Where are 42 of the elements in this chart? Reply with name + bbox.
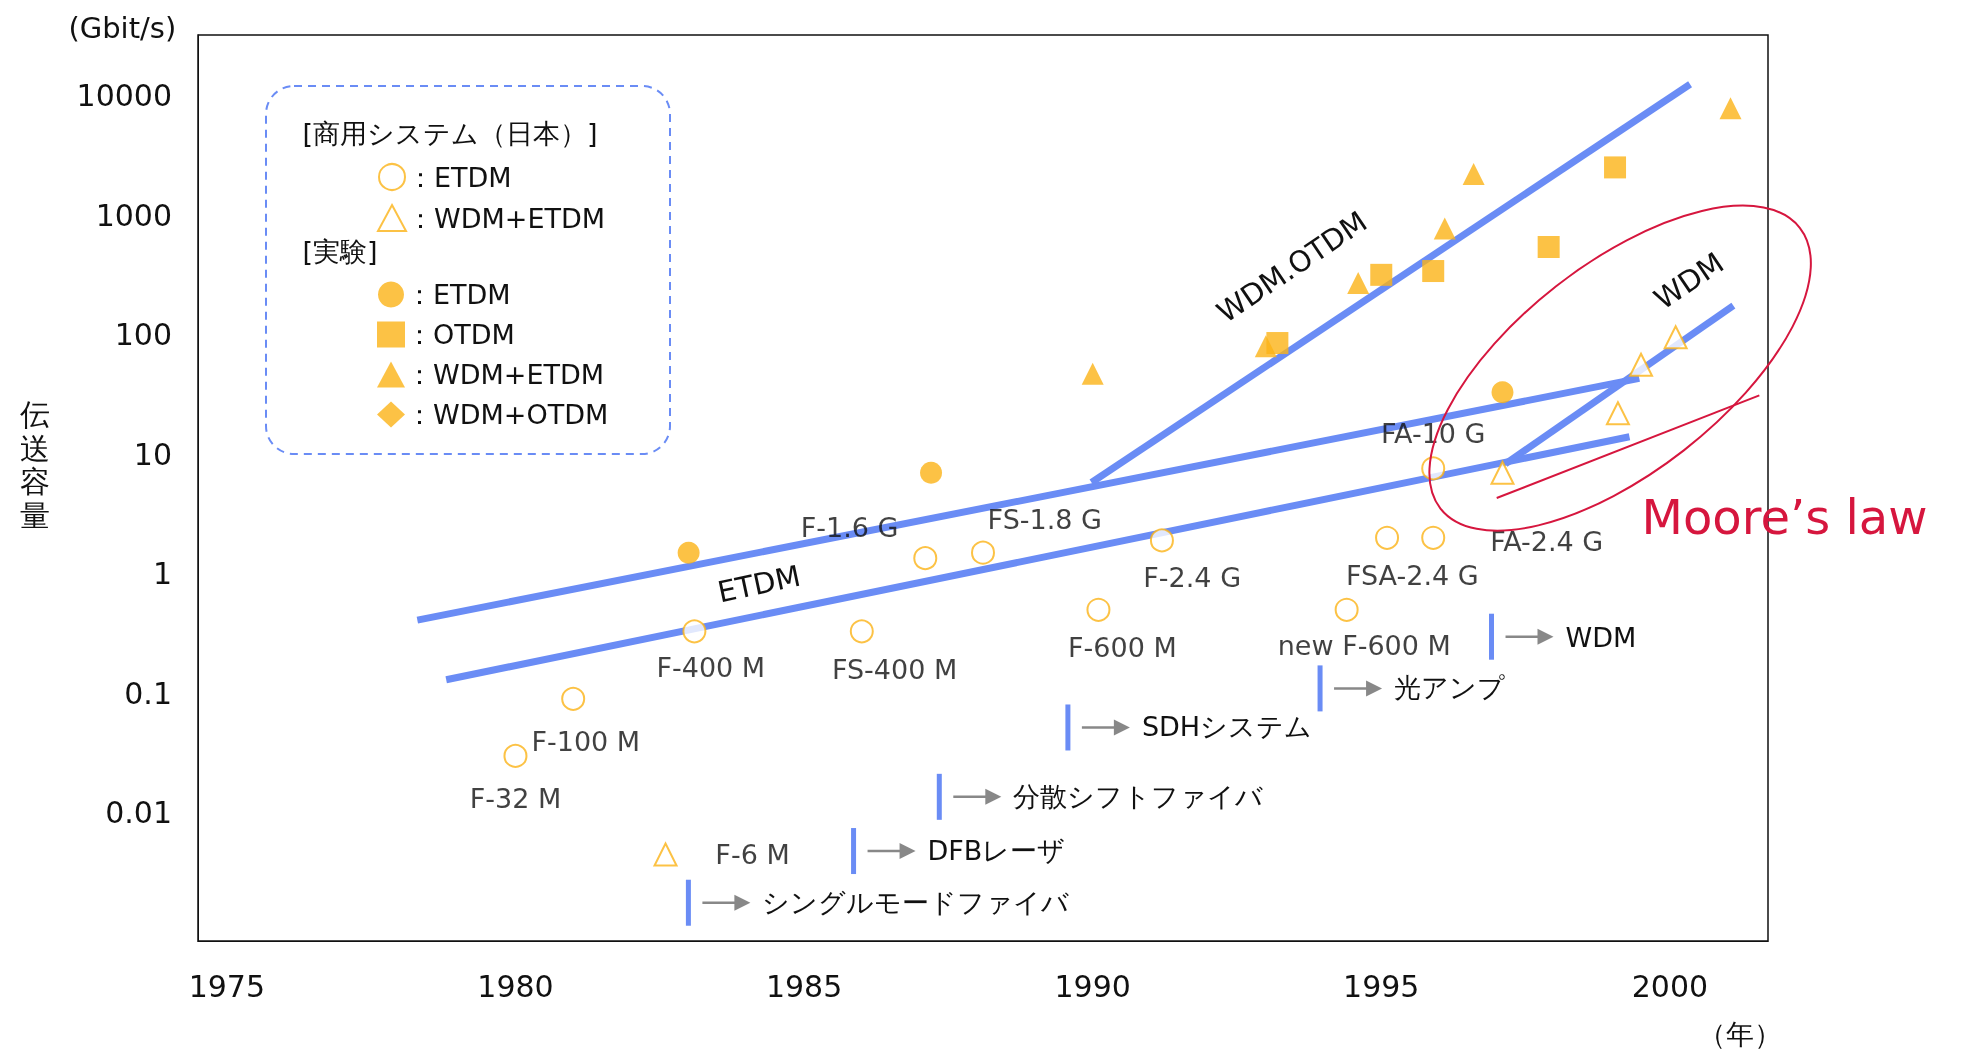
data-label: F-2.4 G [1143,561,1242,593]
x-tick-label: 1985 [765,968,843,1004]
annotation: WDM [1565,621,1637,653]
data-label: FA-2.4 G [1490,526,1604,558]
x-tick-label: 1975 [188,968,266,1004]
annotation: SDHシステム [1141,710,1313,745]
y-tick-label: 1 [152,556,172,592]
annotation: 光アンプ [1394,671,1506,706]
legend-label: ：ETDM [407,161,512,193]
data-label: F-6 M [715,838,790,870]
annotation: 分散シフトファイバ [1013,779,1264,814]
data-label: new F-600 M [1277,629,1451,661]
x-tick-label: 1980 [477,968,554,1004]
x-tick-label: 1995 [1343,968,1420,1004]
x-tick-label: 1990 [1054,968,1131,1004]
data-label: F-32 M [469,783,562,815]
data-label: FSA-2.4 G [1345,560,1479,592]
data-label: FS-400 M [831,653,958,685]
data-label: FS-1.8 G [987,504,1102,536]
legend-label: ：ETDM [406,279,511,310]
annotation: [実験] [302,235,378,270]
y-tick-label: 1000 [95,197,172,233]
annotation: DFBレーザ [927,834,1066,869]
y-tick-label: 0.01 [105,795,172,831]
data-label: F-400 M [656,652,766,684]
x-axis-title: （年） [1698,1017,1782,1053]
annotation: [商用システム（日本）] [302,116,598,151]
legend-label: ：OTDM [406,319,515,350]
legend-label: ：WDM+OTDM [406,399,609,430]
data-label: F-100 M [531,726,641,758]
y-axis-title: 伝送容量 [19,396,51,533]
annotation: シングルモードファイバ [762,885,1070,920]
legend-label: ：WDM+ETDM [407,202,606,234]
y-tick-label: 100 [114,317,172,353]
legend-label: ：WDM+ETDM [406,359,605,390]
y-tick-label: 10 [133,436,172,472]
x-tick-label: 2000 [1631,968,1709,1004]
annotation: ETDM [714,558,804,610]
text: (Gbit/s) [68,10,177,45]
y-tick-label: 0.1 [124,675,172,711]
data-label: F-600 M [1068,632,1177,664]
y-tick-label: 10000 [76,77,172,113]
